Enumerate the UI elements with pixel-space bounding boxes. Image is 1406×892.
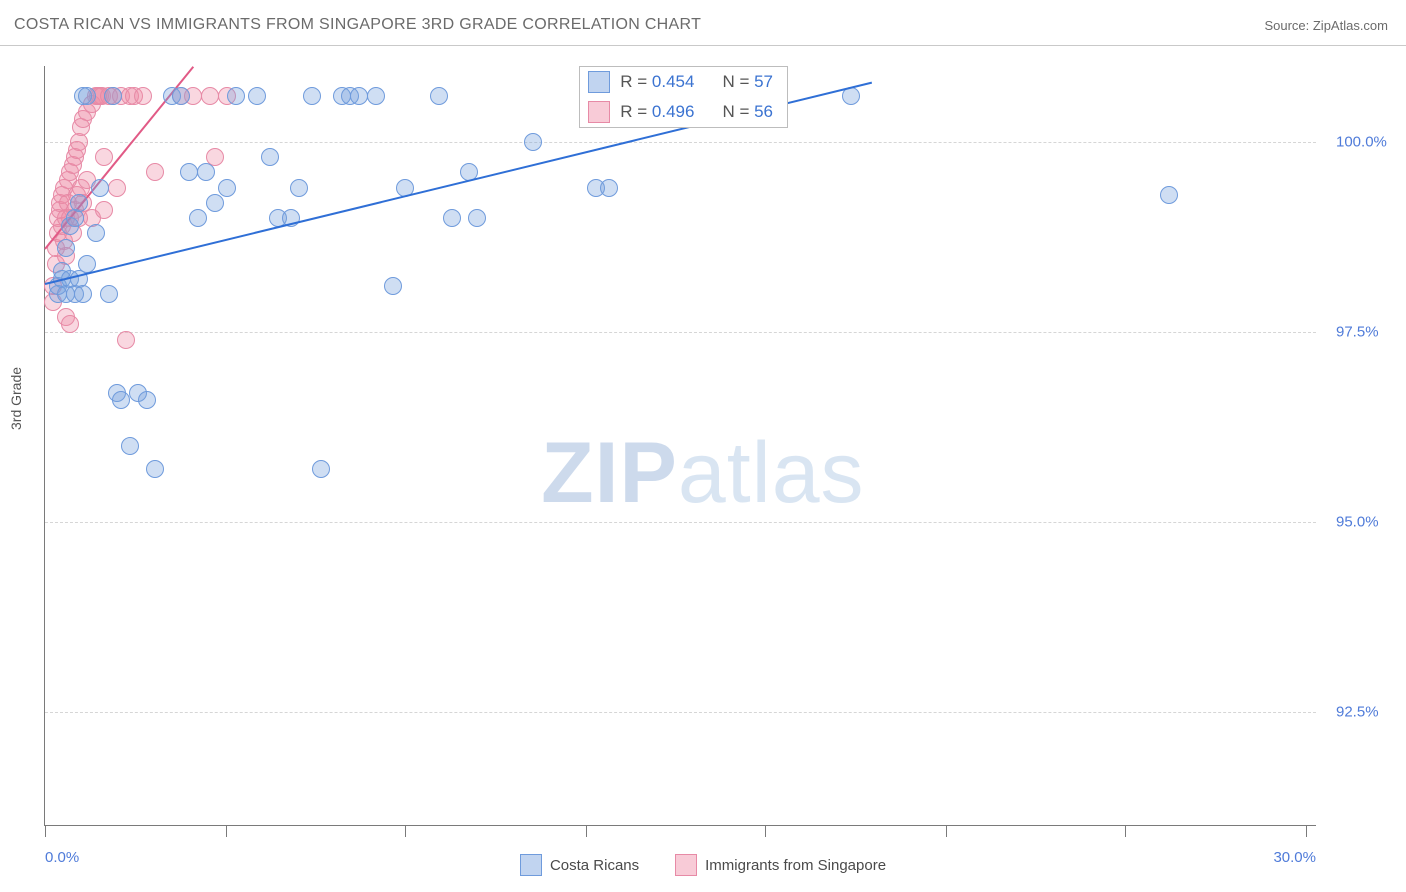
scatter-point-blue (303, 87, 321, 105)
scatter-point-blue (100, 285, 118, 303)
scatter-point-blue (104, 87, 122, 105)
y-tick-label: 100.0% (1336, 134, 1387, 151)
scatter-point-blue (248, 87, 266, 105)
gridline (45, 712, 1316, 713)
legend-item-pink: Immigrants from Singapore (675, 854, 886, 876)
y-tick-label: 92.5% (1336, 704, 1379, 721)
swatch-pink-icon (675, 854, 697, 876)
scatter-point-blue (146, 460, 164, 478)
swatch-blue-icon (588, 71, 610, 93)
scatter-point-blue (218, 179, 236, 197)
watermark-atlas: atlas (678, 425, 865, 521)
legend-label-blue: Costa Ricans (550, 857, 639, 874)
scatter-point-blue (367, 87, 385, 105)
scatter-point-blue (312, 460, 330, 478)
scatter-point-pink (108, 179, 126, 197)
scatter-point-blue (261, 148, 279, 166)
scatter-point-blue (600, 179, 618, 197)
scatter-point-blue (524, 133, 542, 151)
x-tick (1125, 825, 1126, 837)
scatter-point-blue (384, 277, 402, 295)
scatter-point-blue (443, 209, 461, 227)
y-tick-label: 95.0% (1336, 514, 1379, 531)
scatter-point-blue (430, 87, 448, 105)
scatter-point-blue (138, 391, 156, 409)
watermark-zip: ZIP (541, 425, 678, 521)
scatter-point-pink (146, 163, 164, 181)
scatter-point-pink (134, 87, 152, 105)
x-tick (586, 825, 587, 837)
stats-row: R = 0.454 N = 57 (580, 67, 787, 97)
source-name: ZipAtlas.com (1313, 18, 1388, 33)
scatter-point-blue (180, 163, 198, 181)
scatter-point-blue (227, 87, 245, 105)
scatter-point-blue (350, 87, 368, 105)
scatter-point-blue (206, 194, 224, 212)
swatch-blue-icon (520, 854, 542, 876)
x-tick (45, 825, 46, 837)
r-label: R = 0.454 (620, 72, 694, 92)
scatter-point-blue (197, 163, 215, 181)
scatter-point-blue (66, 209, 84, 227)
y-axis-label: 3rd Grade (8, 367, 24, 430)
scatter-point-blue (290, 179, 308, 197)
scatter-point-blue (189, 209, 207, 227)
scatter-point-blue (87, 224, 105, 242)
scatter-point-pink (117, 331, 135, 349)
gridline (45, 332, 1316, 333)
gridline (45, 142, 1316, 143)
n-label: N = 57 (722, 72, 773, 92)
scatter-plot-area: ZIPatlas 100.0%97.5%95.0%92.5%0.0%30.0%R… (44, 66, 1316, 826)
scatter-point-blue (121, 437, 139, 455)
scatter-point-pink (95, 201, 113, 219)
scatter-point-blue (172, 87, 190, 105)
n-label: N = 56 (722, 102, 773, 122)
y-tick-label: 97.5% (1336, 324, 1379, 341)
scatter-point-pink (201, 87, 219, 105)
stats-row: R = 0.496 N = 56 (580, 97, 787, 127)
legend: Costa Ricans Immigrants from Singapore (0, 854, 1406, 876)
scatter-point-pink (61, 315, 79, 333)
scatter-point-blue (74, 285, 92, 303)
scatter-point-pink (95, 148, 113, 166)
r-label: R = 0.496 (620, 102, 694, 122)
x-tick (226, 825, 227, 837)
source-attribution: Source: ZipAtlas.com (1264, 18, 1388, 33)
swatch-pink-icon (588, 101, 610, 123)
x-tick (946, 825, 947, 837)
correlation-stats-box: R = 0.454 N = 57 R = 0.496 N = 56 (579, 66, 788, 128)
x-tick (1306, 825, 1307, 837)
legend-label-pink: Immigrants from Singapore (705, 857, 886, 874)
chart-header: COSTA RICAN VS IMMIGRANTS FROM SINGAPORE… (0, 0, 1406, 46)
legend-item-blue: Costa Ricans (520, 854, 639, 876)
scatter-point-blue (78, 87, 96, 105)
scatter-point-blue (468, 209, 486, 227)
scatter-point-blue (112, 391, 130, 409)
x-tick (765, 825, 766, 837)
gridline (45, 522, 1316, 523)
source-prefix: Source: (1264, 18, 1312, 33)
scatter-point-blue (70, 194, 88, 212)
scatter-point-blue (57, 239, 75, 257)
chart-title: COSTA RICAN VS IMMIGRANTS FROM SINGAPORE… (14, 16, 701, 34)
scatter-point-blue (91, 179, 109, 197)
watermark: ZIPatlas (541, 424, 864, 523)
x-tick (405, 825, 406, 837)
scatter-point-blue (1160, 186, 1178, 204)
